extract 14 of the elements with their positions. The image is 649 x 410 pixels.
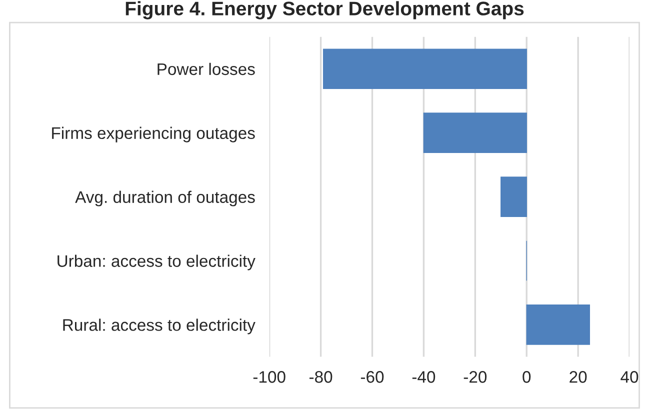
- x-tick-label: 20: [570, 371, 587, 383]
- chart-title: Figure 4. Energy Sector Development Gaps: [126, 1, 524, 20]
- x-tick-label: -40: [412, 371, 436, 383]
- y-tick-label: Urban: access to electricity: [58, 254, 256, 270]
- y-tick-label: Rural: access to electricity: [63, 318, 256, 334]
- y-tick-label: Firms experiencing outages: [52, 126, 255, 142]
- x-tick-label: -60: [360, 371, 384, 383]
- x-tick-label: -100: [253, 371, 286, 383]
- x-tick-label: -80: [309, 371, 332, 383]
- x-tick-label: -20: [464, 371, 487, 383]
- x-tick-label: 0: [522, 371, 531, 383]
- x-tick-label: 40: [620, 371, 638, 383]
- y-tick-label: Power losses: [158, 62, 255, 76]
- y-tick-label: Avg. duration of outages: [75, 190, 255, 206]
